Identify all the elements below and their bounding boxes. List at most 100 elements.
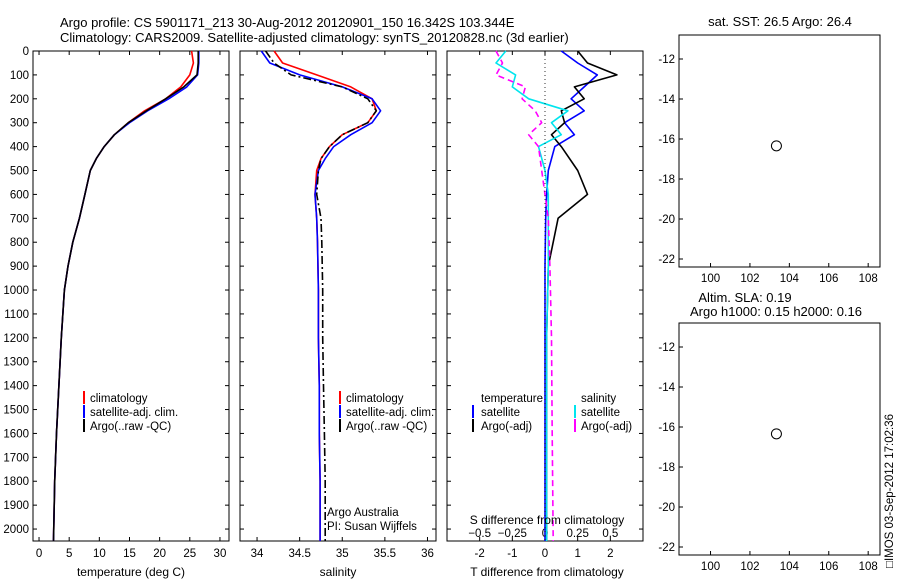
legend-label-argo: Argo(..raw -QC) <box>346 421 427 433</box>
map-x-tick-label: 100 <box>701 561 720 573</box>
sla-argo-location-marker <box>770 428 782 440</box>
y-tick-label: 200 <box>10 94 29 106</box>
map-x-tick-label: 100 <box>701 273 720 285</box>
series-line-s-satellite <box>495 50 569 541</box>
salinity-legend: climatology satellite-adj. clim. Argo(..… <box>339 391 434 433</box>
s-scale-tick-label: 0.5 <box>602 528 618 540</box>
x-tick-label: 34.5 <box>288 548 310 560</box>
sst-map-axes: 100 102 104 106 108 -12 -14 -16 -18 -20 -22 <box>658 54 877 285</box>
x-tick-label: 1 <box>574 548 580 560</box>
y-tick-label: 900 <box>10 261 29 273</box>
pi-note: PI: Susan Wijffels <box>327 521 417 533</box>
map-y-tick-label: -22 <box>658 542 675 554</box>
y-tick-label: 1900 <box>3 500 29 512</box>
temperature-panel-frame <box>32 50 230 542</box>
map-x-tick-label: 102 <box>740 561 759 573</box>
difference-legend: temperature salinity satellite Argo(-adj… <box>472 393 632 433</box>
t-difference-xlabel: T difference from climatology <box>470 565 624 579</box>
s-scale-tick-label: 0.25 <box>566 528 588 540</box>
y-tick-label: 800 <box>10 237 29 249</box>
figure-title-line2: Climatology: CARS2009. Satellite-adjuste… <box>60 30 569 45</box>
map-y-tick-label: -16 <box>658 422 675 434</box>
temperature-xlabel: temperature (deg C) <box>77 565 185 579</box>
y-tick-label: 300 <box>10 118 29 130</box>
map-y-tick-label: -12 <box>658 342 675 354</box>
x-tick-label: 25 <box>183 548 196 560</box>
y-tick-label: 600 <box>10 189 29 201</box>
map-x-tick-label: 104 <box>780 561 800 573</box>
sla-map-title-line2: Argo h1000: 0.15 h2000: 0.16 <box>690 304 862 319</box>
series-line-argo-raw-qc- <box>264 50 378 541</box>
x-tick-label: 15 <box>123 548 136 560</box>
map-y-tick-label: -20 <box>658 214 675 226</box>
x-tick-label: 5 <box>66 548 72 560</box>
map-x-tick-label: 108 <box>859 561 878 573</box>
legend-label-satellite: satellite-adj. clim. <box>90 407 178 419</box>
x-tick-label: 35 <box>336 548 349 560</box>
sla-map-frame <box>678 322 881 556</box>
map-y-tick-label: -18 <box>658 174 675 186</box>
map-x-tick-label: 102 <box>740 273 759 285</box>
y-tick-label: 1200 <box>3 333 29 345</box>
x-tick-label: 20 <box>153 548 166 560</box>
legend-label-climatology: climatology <box>90 393 148 405</box>
legend-label-t-satellite: satellite <box>481 407 520 419</box>
sst-map-frame <box>678 34 881 268</box>
x-tick-label: 2 <box>607 548 613 560</box>
temperature-axes: 0100200300400500600700800900100011001200… <box>3 46 229 560</box>
x-tick-label: 10 <box>93 548 106 560</box>
y-tick-label: 1100 <box>4 309 29 321</box>
y-tick-label: 1500 <box>3 405 29 417</box>
difference-axes: -2 -1 0 1 2−0.5 −0.25 0 0.25 0.5 <box>447 50 643 560</box>
y-tick-label: 1800 <box>3 476 29 488</box>
argo-australia-note: Argo Australia <box>327 507 399 519</box>
y-tick-label: 1600 <box>3 428 29 440</box>
x-tick-label: 0 <box>542 548 548 560</box>
x-tick-label: 30 <box>214 548 227 560</box>
map-y-tick-label: -14 <box>658 94 675 106</box>
sst-argo-location-marker <box>770 140 782 152</box>
series-line-s-argo-adj- <box>495 50 554 542</box>
series-line-t-satellite <box>544 50 599 541</box>
y-tick-label: 1700 <box>3 452 29 464</box>
map-y-tick-label: -22 <box>658 254 675 266</box>
series-line-argo-raw-qc- <box>52 51 199 542</box>
legend-label-climatology: climatology <box>346 393 404 405</box>
y-tick-label: 400 <box>10 142 29 154</box>
map-x-tick-label: 108 <box>859 273 878 285</box>
timestamp: □IMOS 03-Sep-2012 17:02:36 <box>884 414 896 568</box>
x-tick-label: 36 <box>421 548 434 560</box>
legend-title-salinity: salinity <box>581 393 616 405</box>
y-tick-label: 0 <box>23 46 29 58</box>
salinity-series <box>260 50 382 541</box>
temperature-series <box>52 50 200 542</box>
x-tick-label: 35.5 <box>374 548 396 560</box>
map-x-tick-label: 106 <box>819 273 838 285</box>
x-tick-label: 0 <box>36 548 42 560</box>
salinity-panel-frame <box>239 50 437 542</box>
map-y-tick-label: -12 <box>658 54 675 66</box>
map-x-tick-label: 104 <box>780 273 800 285</box>
legend-label-t-argo: Argo(-adj) <box>481 421 532 433</box>
map-y-tick-label: -16 <box>658 134 675 146</box>
figure-title-line1: Argo profile: CS 5901171_213 30-Aug-2012… <box>60 15 515 30</box>
x-tick-label: -2 <box>475 548 485 560</box>
s-scale-tick-label: −0.5 <box>468 528 491 540</box>
y-tick-label: 1000 <box>3 285 29 297</box>
y-tick-label: 700 <box>10 213 29 225</box>
legend-label-s-argo: Argo(-adj) <box>581 421 632 433</box>
temperature-legend: climatology satellite-adj. clim. Argo(..… <box>83 391 178 433</box>
series-line-satellite-adj-clim- <box>260 50 382 541</box>
map-y-tick-label: -18 <box>658 462 675 474</box>
salinity-axes: 34 34.5 35 35.5 36 <box>240 50 436 560</box>
sla-map-title-line1: Altim. SLA: 0.19 <box>698 290 791 305</box>
legend-label-satellite: satellite-adj. clim. <box>346 407 434 419</box>
y-tick-label: 1300 <box>3 357 29 369</box>
y-tick-label: 1400 <box>3 381 29 393</box>
sst-map-title: sat. SST: 26.5 Argo: 26.4 <box>708 14 852 29</box>
legend-label-argo: Argo(..raw -QC) <box>90 421 171 433</box>
y-tick-label: 2000 <box>3 524 29 536</box>
salinity-xlabel: salinity <box>320 565 357 579</box>
y-tick-label: 100 <box>10 70 29 82</box>
